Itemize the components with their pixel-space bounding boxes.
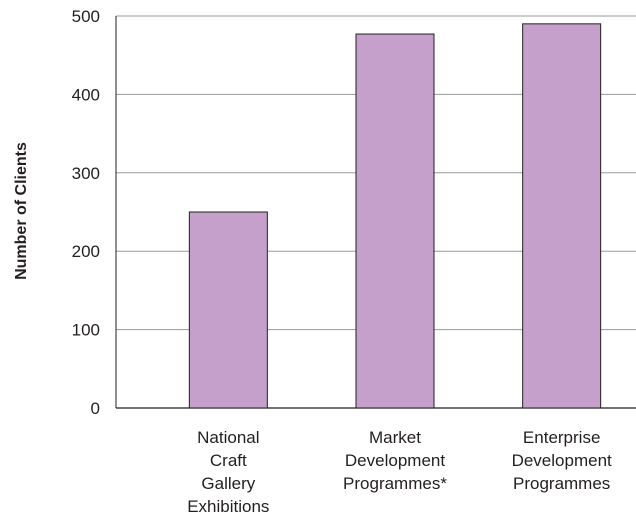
y-axis-label: Number of Clients bbox=[13, 142, 30, 280]
bar bbox=[188, 211, 268, 409]
x-category-label: Market Development Programmes* bbox=[343, 428, 447, 493]
y-tick-label: 300 bbox=[72, 164, 100, 183]
x-category-label: National Craft Gallery Exhibitions bbox=[187, 428, 269, 516]
x-category-label: Enterprise Development Programmes bbox=[512, 428, 612, 493]
y-tick-label: 0 bbox=[91, 399, 100, 418]
y-axis-ticks: 0 100 200 300 400 500 bbox=[72, 7, 100, 418]
y-tick-label: 100 bbox=[72, 321, 100, 340]
x-axis-category-labels: National Craft Gallery Exhibitions Market Dev… bbox=[187, 428, 612, 516]
y-tick-label: 200 bbox=[72, 242, 100, 261]
y-tick-label: 500 bbox=[72, 7, 100, 26]
bar bbox=[522, 23, 602, 409]
bars bbox=[188, 23, 602, 409]
bar bbox=[355, 33, 435, 409]
y-tick-label: 400 bbox=[72, 85, 100, 104]
